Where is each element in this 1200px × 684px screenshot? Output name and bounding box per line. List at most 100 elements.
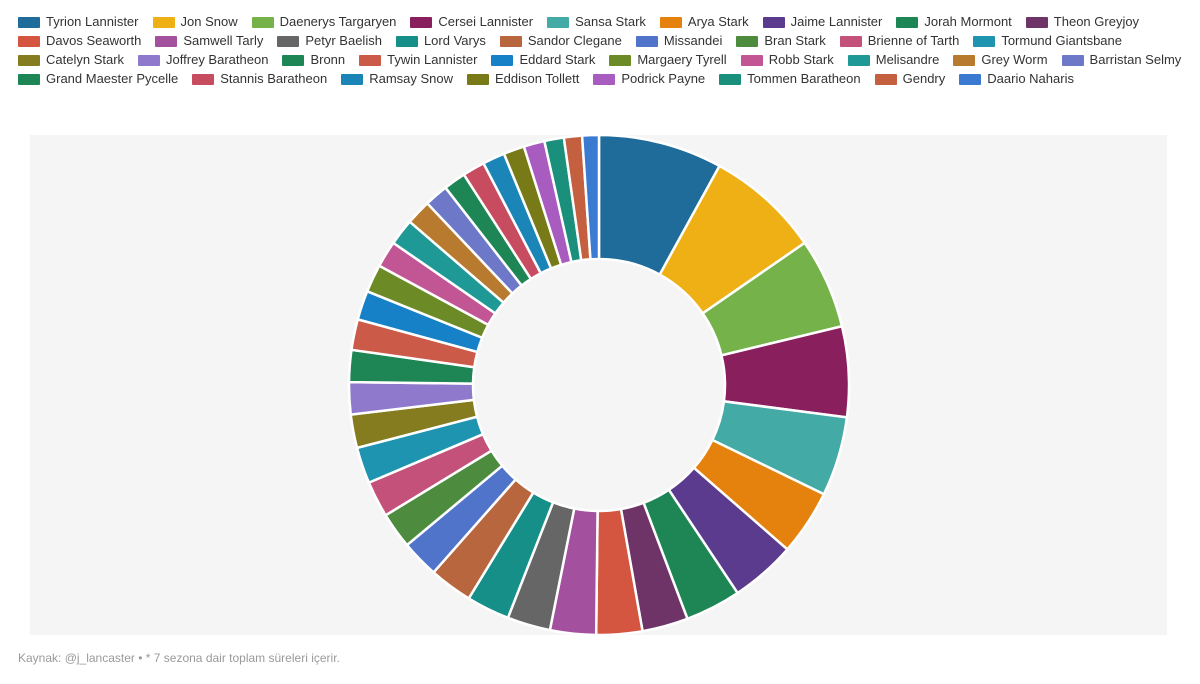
legend-swatch: [1061, 54, 1084, 66]
legend-item[interactable]: Stannis Baratheon: [192, 71, 327, 87]
legend-item[interactable]: Podrick Payne: [593, 71, 705, 87]
legend-label: Brienne of Tarth: [867, 33, 960, 48]
legend-swatch: [609, 54, 632, 66]
legend-swatch: [762, 16, 785, 28]
legend-label: Sandor Clegane: [527, 33, 622, 48]
legend-item[interactable]: Lord Varys: [395, 33, 486, 49]
legend-swatch: [152, 16, 175, 28]
legend-label: Eddison Tollett: [495, 71, 580, 86]
legend-item[interactable]: Missandei: [635, 33, 723, 49]
legend-item[interactable]: Margaery Tyrell: [609, 52, 727, 68]
legend-item[interactable]: Eddison Tollett: [467, 71, 579, 87]
legend-swatch: [282, 54, 305, 66]
legend-item[interactable]: Melisandre: [847, 52, 940, 68]
plot-area: [30, 135, 1167, 635]
legend-item[interactable]: Bronn: [282, 52, 345, 68]
legend-swatch: [18, 35, 40, 47]
legend-label: Jorah Mormont: [924, 14, 1012, 29]
legend-swatch: [467, 73, 490, 85]
legend-item[interactable]: Grand Maester Pycelle: [18, 71, 178, 87]
legend-swatch: [593, 73, 616, 85]
donut-slice[interactable]: [580, 135, 601, 261]
legend-swatch: [155, 35, 178, 47]
legend-label: Theon Greyjoy: [1053, 14, 1140, 29]
legend-item[interactable]: Jon Snow: [152, 14, 238, 30]
legend-item[interactable]: Barristan Selmy: [1061, 52, 1182, 68]
legend-label: Eddard Stark: [519, 52, 596, 67]
legend-swatch: [659, 16, 682, 28]
legend-label: Margaery Tyrell: [637, 52, 727, 67]
legend-swatch: [547, 16, 570, 28]
legend-label: Grand Maester Pycelle: [46, 71, 179, 86]
legend-item[interactable]: Jaime Lannister: [762, 14, 882, 30]
legend-item[interactable]: Petyr Baelish: [277, 33, 382, 49]
legend-swatch: [740, 54, 763, 66]
legend-swatch: [1025, 16, 1048, 28]
legend-swatch: [874, 73, 897, 85]
legend-item[interactable]: Robb Stark: [740, 52, 834, 68]
legend-item[interactable]: Theon Greyjoy: [1025, 14, 1140, 30]
chart-legend: Tyrion Lannister Jon Snow Daenerys Targary…: [18, 14, 1188, 87]
legend-swatch: [491, 54, 514, 66]
legend-swatch: [736, 35, 759, 47]
legend-swatch: [959, 73, 982, 85]
legend-label: Gendry: [902, 71, 946, 86]
donut-chart: [347, 135, 851, 635]
legend-label: Stannis Baratheon: [220, 71, 328, 86]
legend-swatch: [18, 16, 40, 28]
source-footnote: Kaynak: @j_lancaster • * 7 sezona dair t…: [18, 651, 340, 665]
legend-item[interactable]: Samwell Tarly: [155, 33, 263, 49]
legend-label: Daario Naharis: [987, 71, 1074, 86]
legend-item[interactable]: Arya Stark: [659, 14, 749, 30]
legend-label: Melisandre: [875, 52, 940, 67]
legend-swatch: [18, 73, 40, 85]
legend-label: Bran Stark: [764, 33, 826, 48]
legend-label: Davos Seaworth: [46, 33, 142, 48]
legend-item[interactable]: Tommen Baratheon: [719, 71, 861, 87]
legend-item[interactable]: Davos Seaworth: [18, 33, 141, 49]
legend-label: Tyrion Lannister: [46, 14, 139, 29]
legend-label: Robb Stark: [768, 52, 834, 67]
legend-item[interactable]: Bran Stark: [736, 33, 826, 49]
legend-label: Lord Varys: [423, 33, 486, 48]
legend-swatch: [192, 73, 215, 85]
legend-item[interactable]: Joffrey Baratheon: [138, 52, 268, 68]
legend-swatch: [251, 16, 274, 28]
legend-swatch: [973, 35, 996, 47]
legend-swatch: [395, 35, 418, 47]
legend-swatch: [635, 35, 658, 47]
legend-label: Petyr Baelish: [305, 33, 382, 48]
legend-item[interactable]: Grey Worm: [953, 52, 1048, 68]
legend-label: Arya Stark: [687, 14, 749, 29]
legend-label: Tommen Baratheon: [747, 71, 861, 86]
legend-swatch: [18, 54, 40, 66]
legend-swatch: [499, 35, 522, 47]
legend-item[interactable]: Jorah Mormont: [896, 14, 1012, 30]
legend-item[interactable]: Ramsay Snow: [341, 71, 453, 87]
legend-label: Daenerys Targaryen: [279, 14, 397, 29]
legend-swatch: [719, 73, 742, 85]
legend-label: Jon Snow: [180, 14, 238, 29]
legend-label: Barristan Selmy: [1089, 52, 1182, 67]
legend-item[interactable]: Cersei Lannister: [410, 14, 533, 30]
legend-item[interactable]: Sansa Stark: [547, 14, 646, 30]
legend-item[interactable]: Eddard Stark: [491, 52, 595, 68]
legend-swatch: [359, 54, 382, 66]
legend-label: Ramsay Snow: [369, 71, 454, 86]
legend-label: Bronn: [310, 52, 346, 67]
legend-item[interactable]: Tywin Lannister: [359, 52, 477, 68]
legend-item[interactable]: Brienne of Tarth: [839, 33, 960, 49]
legend-item[interactable]: Tormund Giantsbane: [973, 33, 1122, 49]
legend-swatch: [138, 54, 161, 66]
legend-label: Tywin Lannister: [387, 52, 478, 67]
legend-item[interactable]: Sandor Clegane: [499, 33, 622, 49]
legend-label: Grey Worm: [981, 52, 1048, 67]
legend-item[interactable]: Daario Naharis: [959, 71, 1074, 87]
legend-label: Missandei: [663, 33, 723, 48]
legend-item[interactable]: Gendry: [874, 71, 946, 87]
legend-item[interactable]: Catelyn Stark: [18, 52, 124, 68]
legend-item[interactable]: Tyrion Lannister: [18, 14, 139, 30]
legend-item[interactable]: Daenerys Targaryen: [251, 14, 397, 30]
legend-swatch: [341, 73, 364, 85]
legend-label: Podrick Payne: [621, 71, 706, 86]
